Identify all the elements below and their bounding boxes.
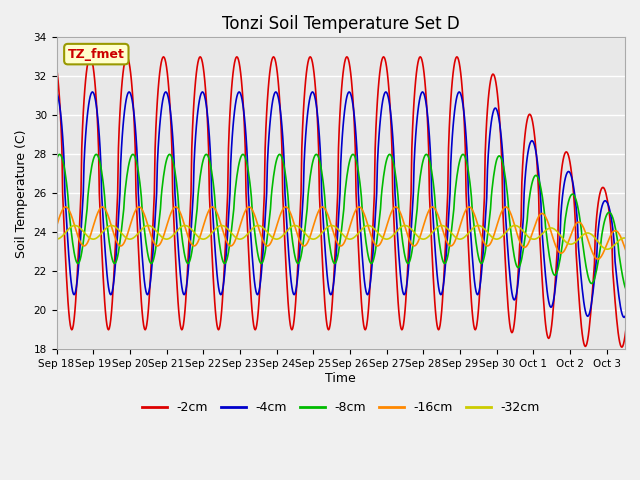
Line: -32cm: -32cm <box>56 226 626 249</box>
-16cm <box>594 256 602 262</box>
-32cm <box>71 223 79 228</box>
-16cm <box>62 204 70 210</box>
-16cm <box>385 216 393 222</box>
Legend: -2cm, -4cm, -8cm, -16cm, -32cm: -2cm, -4cm, -8cm, -16cm, -32cm <box>136 396 545 419</box>
-32cm <box>385 236 393 241</box>
-4cm <box>496 121 504 127</box>
-2cm <box>496 118 504 124</box>
-4cm <box>52 90 60 96</box>
-2cm <box>618 344 626 350</box>
-16cm <box>496 214 504 219</box>
-16cm <box>364 224 372 229</box>
-4cm <box>88 89 96 95</box>
-4cm <box>385 97 393 103</box>
-4cm <box>445 204 453 209</box>
-8cm <box>52 157 60 163</box>
-8cm <box>445 245 453 251</box>
-8cm <box>496 153 504 159</box>
-2cm <box>86 54 94 60</box>
-16cm <box>445 242 453 248</box>
-2cm <box>52 64 60 70</box>
-2cm <box>445 126 453 132</box>
Y-axis label: Soil Temperature (C): Soil Temperature (C) <box>15 129 28 258</box>
-32cm <box>604 246 611 252</box>
X-axis label: Time: Time <box>325 372 356 385</box>
-2cm <box>177 326 185 332</box>
-16cm <box>52 224 60 229</box>
-16cm <box>622 248 630 253</box>
-32cm <box>364 223 372 228</box>
-4cm <box>620 314 628 320</box>
-32cm <box>496 235 504 241</box>
-8cm <box>56 152 63 157</box>
Line: -2cm: -2cm <box>56 57 626 347</box>
-4cm <box>364 291 372 297</box>
Line: -8cm: -8cm <box>56 155 626 289</box>
-2cm <box>622 328 630 334</box>
-16cm <box>415 236 423 241</box>
-4cm <box>177 278 185 284</box>
-32cm <box>177 224 185 230</box>
Title: Tonzi Soil Temperature Set D: Tonzi Soil Temperature Set D <box>222 15 460 33</box>
-8cm <box>415 180 423 185</box>
Line: -4cm: -4cm <box>56 92 626 317</box>
-8cm <box>385 152 393 157</box>
-32cm <box>445 228 453 233</box>
Line: -16cm: -16cm <box>56 207 626 259</box>
-2cm <box>364 309 372 314</box>
-8cm <box>177 227 185 233</box>
-32cm <box>622 235 630 241</box>
-16cm <box>177 212 185 217</box>
-4cm <box>415 97 423 103</box>
-8cm <box>364 253 372 259</box>
Text: TZ_fmet: TZ_fmet <box>68 48 125 60</box>
-8cm <box>622 286 630 292</box>
-4cm <box>622 312 630 318</box>
-2cm <box>415 55 423 60</box>
-32cm <box>52 236 60 242</box>
-2cm <box>385 86 393 92</box>
-32cm <box>415 235 423 240</box>
